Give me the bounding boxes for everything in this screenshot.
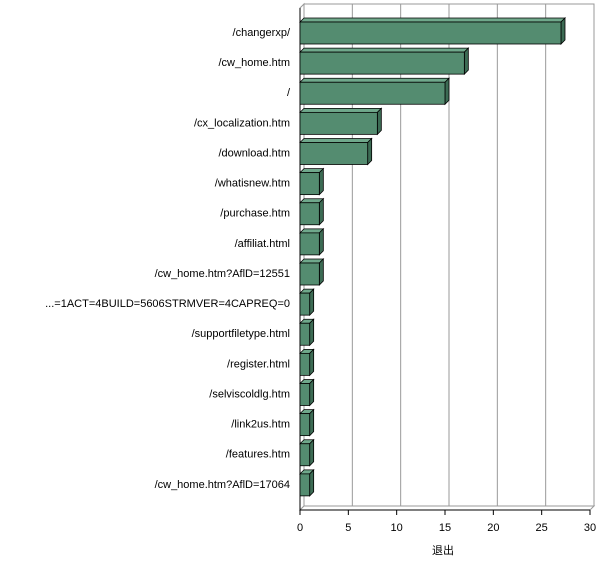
bar bbox=[299, 378, 315, 407]
bar bbox=[299, 47, 470, 76]
bar bbox=[299, 468, 315, 497]
x-tick-label: 10 bbox=[391, 522, 403, 534]
bar-front bbox=[299, 383, 311, 406]
bar-front bbox=[299, 232, 320, 256]
y-tick-label: /download.htm bbox=[218, 147, 290, 159]
y-tick-label: /features.htm bbox=[226, 449, 290, 461]
x-axis-label: 退出 bbox=[432, 543, 454, 557]
bar-side bbox=[444, 77, 450, 106]
bar-side bbox=[463, 47, 469, 76]
y-tick-label: /selviscoldlg.htm bbox=[209, 388, 290, 400]
bar bbox=[299, 137, 373, 166]
bar bbox=[299, 227, 325, 256]
bar-side bbox=[318, 197, 324, 226]
bar bbox=[299, 318, 315, 347]
bar bbox=[299, 107, 383, 136]
bar-front bbox=[299, 473, 311, 497]
bar-side bbox=[309, 408, 315, 437]
bar-front bbox=[299, 352, 311, 376]
y-tick-label: / bbox=[287, 87, 291, 99]
bar bbox=[299, 77, 450, 106]
bar bbox=[299, 17, 566, 45]
bar-side bbox=[309, 348, 315, 377]
y-tick-label: /register.html bbox=[227, 358, 290, 370]
bar-top bbox=[299, 17, 566, 23]
plot-floor bbox=[298, 505, 596, 511]
bar bbox=[299, 258, 325, 286]
bar-top bbox=[299, 77, 450, 83]
bar-front bbox=[299, 111, 378, 135]
bar-front bbox=[299, 81, 446, 105]
bar-front bbox=[299, 413, 311, 437]
y-tick-label: /link2us.htm bbox=[231, 419, 290, 431]
x-tick-label: 20 bbox=[487, 522, 499, 534]
bar bbox=[299, 438, 315, 467]
x-tick-label: 5 bbox=[345, 522, 351, 534]
bar-front bbox=[299, 21, 562, 45]
bar-top bbox=[299, 47, 470, 53]
y-tick-label: /cx_localization.htm bbox=[194, 117, 290, 129]
bar bbox=[299, 167, 325, 196]
y-tick-label: /affiliat.html bbox=[235, 238, 290, 250]
bar-front bbox=[299, 322, 311, 346]
y-tick-label: ...=1ACT=4BUILD=5606STRMVER=4CAPREQ=0 bbox=[45, 298, 290, 310]
bar-front bbox=[299, 51, 465, 75]
bar-side bbox=[309, 318, 315, 347]
bar-front bbox=[299, 142, 369, 165]
bar-side bbox=[318, 258, 324, 286]
bar-side bbox=[309, 468, 315, 497]
bar-front bbox=[299, 262, 320, 286]
y-tick-label: /whatisnew.htm bbox=[215, 178, 290, 190]
bar bbox=[299, 288, 315, 317]
x-tick-label: 25 bbox=[536, 522, 548, 534]
bar-side bbox=[309, 378, 315, 407]
y-tick-label: /cw_home.htm?AflD=17064 bbox=[155, 479, 290, 491]
y-tick-label: /cw_home.htm?AflD=12551 bbox=[155, 268, 290, 280]
bar-front bbox=[299, 292, 311, 316]
bar-top bbox=[299, 138, 373, 143]
bar-side bbox=[318, 167, 324, 196]
bar-front bbox=[299, 202, 320, 226]
x-tick-label: 30 bbox=[584, 522, 596, 534]
x-tick-label: 0 bbox=[297, 522, 303, 534]
bar-side bbox=[309, 288, 315, 317]
bar bbox=[299, 197, 325, 226]
y-tick-label: /changerxp/ bbox=[233, 27, 291, 39]
bar-side bbox=[376, 107, 382, 136]
bar-side bbox=[309, 438, 315, 467]
bar-front bbox=[299, 443, 311, 467]
y-tick-label: /supportfiletype.html bbox=[192, 328, 290, 340]
bar-side bbox=[367, 137, 373, 166]
y-tick-label: /purchase.htm bbox=[220, 208, 290, 220]
bar-front bbox=[299, 172, 320, 196]
bar bbox=[299, 348, 315, 377]
x-tick-label: 15 bbox=[439, 522, 451, 534]
bar-top bbox=[299, 107, 383, 113]
bar bbox=[299, 408, 315, 437]
bar-side bbox=[560, 17, 566, 45]
y-tick-label: /cw_home.htm bbox=[218, 57, 290, 69]
bar-side bbox=[318, 227, 324, 256]
